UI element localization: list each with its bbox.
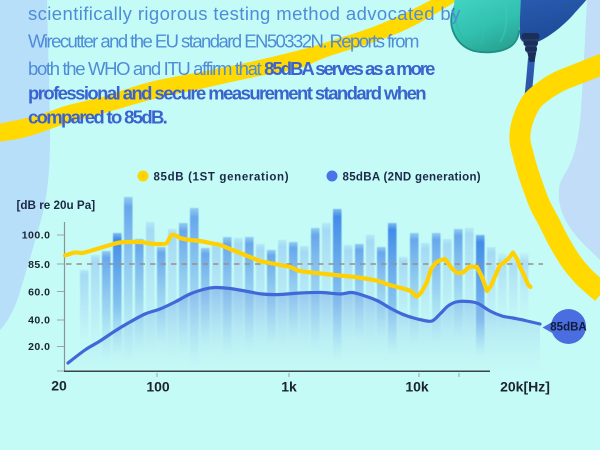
svg-text:Wirecutter and the EU standard: Wirecutter and the EU standard EN50332N.…: [28, 31, 419, 52]
svg-text:85dBA: 85dBA: [550, 322, 586, 334]
svg-text:scientifically rigorous testin: scientifically rigorous testing method a…: [28, 3, 461, 24]
svg-text:compared to 85dB.: compared to 85dB.: [28, 107, 167, 128]
svg-text:60.0: 60.0: [28, 287, 50, 299]
svg-text:100: 100: [146, 379, 170, 395]
svg-text:professional and secure measur: professional and secure measurement stan…: [28, 83, 426, 104]
svg-text:85dBA (2ND generation): 85dBA (2ND generation): [343, 172, 481, 184]
svg-text:both the WHO and ITU affirm th: both the WHO and ITU affirm that 85dBA s…: [28, 58, 435, 79]
svg-text:[dB re 20u Pa]: [dB re 20u Pa]: [17, 199, 96, 212]
svg-text:85dB (1ST generation): 85dB (1ST generation): [154, 172, 290, 184]
svg-text:40.0: 40.0: [28, 315, 50, 327]
svg-text:20k[Hz]: 20k[Hz]: [500, 379, 550, 395]
svg-text:10k: 10k: [405, 379, 429, 395]
svg-text:100.0: 100.0: [22, 230, 51, 242]
svg-text:85.0: 85.0: [28, 259, 50, 271]
svg-text:20: 20: [51, 378, 67, 394]
svg-text:1k: 1k: [281, 379, 297, 395]
svg-text:20.0: 20.0: [28, 341, 50, 353]
